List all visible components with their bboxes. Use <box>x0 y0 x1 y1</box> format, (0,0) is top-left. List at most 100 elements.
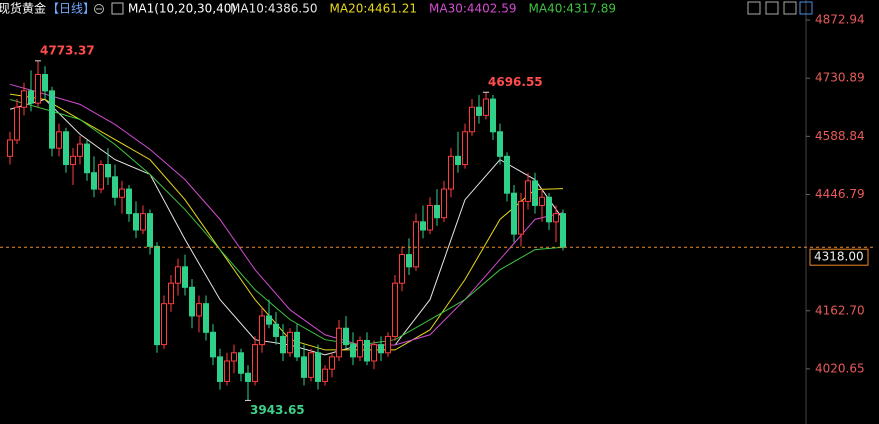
candle-body <box>413 221 419 268</box>
toolbar-button[interactable] <box>747 1 761 15</box>
candle-body <box>133 213 139 231</box>
candle-body <box>378 344 384 354</box>
collapse-icon[interactable] <box>94 4 104 14</box>
candle-body <box>441 188 447 219</box>
candle-body <box>525 180 531 202</box>
candle-body <box>259 315 265 346</box>
candle-body <box>329 356 335 370</box>
candle-body <box>490 98 496 133</box>
ma-legend: MA10:4386.50 MA20:4461.21 MA30:4402.59 MA40… <box>230 2 616 16</box>
candle-body <box>364 340 370 362</box>
candle-body <box>238 352 244 374</box>
candle-body <box>84 143 90 174</box>
candle-body <box>427 204 433 231</box>
candle-body <box>168 282 174 305</box>
candle-body <box>21 90 27 108</box>
candle-body <box>392 282 398 337</box>
candle-body <box>420 221 426 231</box>
candle-body <box>119 188 125 198</box>
candle-body <box>203 303 209 333</box>
candle-body <box>455 155 461 166</box>
ma-legend-item: MA10:4386.50 <box>230 2 318 16</box>
candle-body <box>322 368 328 382</box>
candle-body <box>511 192 517 235</box>
candle-body <box>42 73 48 92</box>
y-tick-label: 4730.89 <box>815 71 865 85</box>
candle-body <box>476 106 482 116</box>
candle-body <box>252 344 258 382</box>
candle-body <box>14 106 20 141</box>
candle-body <box>91 172 97 190</box>
candle-body <box>161 303 167 346</box>
candle-body <box>343 327 349 346</box>
y-tick-label: 4588.84 <box>815 129 865 143</box>
candle-body <box>182 266 188 288</box>
candle-body <box>553 213 559 223</box>
candle-body <box>7 139 13 157</box>
toolbar-button[interactable] <box>765 1 779 15</box>
chart-title: 现货黄金 <box>0 1 46 16</box>
candle-body <box>196 303 202 317</box>
candle-body <box>77 143 83 157</box>
y-tick-label: 4446.79 <box>815 187 865 201</box>
candle-body <box>357 340 363 358</box>
candle-body <box>280 335 286 354</box>
candle-body <box>56 131 62 149</box>
candle-body <box>140 213 146 231</box>
candle-body <box>49 90 55 149</box>
candle-body <box>504 155 510 194</box>
period: 【日线】 <box>47 2 95 16</box>
y-tick-label: 4020.65 <box>815 361 865 375</box>
candle-body <box>126 188 132 215</box>
ma-legend-item: MA20:4461.21 <box>330 2 418 16</box>
indicator-icon[interactable] <box>111 2 124 15</box>
current-price-label: 4318.00 <box>814 250 864 264</box>
candle-body <box>371 344 377 362</box>
toolbar-button[interactable] <box>799 1 813 15</box>
candle-body <box>385 335 391 354</box>
candle-body <box>448 155 454 190</box>
candle-body <box>350 344 356 358</box>
candle-body <box>175 266 181 284</box>
candle-body <box>497 131 503 157</box>
candle-body <box>154 245 160 346</box>
candle-body <box>224 360 230 382</box>
candle-body <box>315 352 321 382</box>
candle-body <box>434 204 440 219</box>
candle-body <box>532 180 538 206</box>
ma-line <box>9 98 564 346</box>
candle-body <box>406 254 412 268</box>
candle-body <box>217 356 223 382</box>
candle-body <box>105 164 111 178</box>
candle-body <box>63 131 69 166</box>
candle-body <box>469 106 475 133</box>
candle-body <box>560 213 566 248</box>
candle-body <box>399 254 405 284</box>
candle-body <box>483 98 489 116</box>
candle-body <box>245 372 251 382</box>
y-tick-label: 4162.70 <box>815 303 865 317</box>
candle-body <box>518 200 524 235</box>
y-tick-label: 4872.94 <box>815 13 865 27</box>
candle-body <box>35 73 41 104</box>
candle-body <box>28 90 34 104</box>
ma-legend-item: MA30:4402.59 <box>429 2 517 16</box>
indicator-name: MA1(10,20,30,40) <box>128 2 236 16</box>
candle-body <box>546 196 552 223</box>
candle-body <box>308 352 314 378</box>
candle-body <box>266 315 272 325</box>
current-price-box <box>809 248 869 266</box>
candle-body <box>301 356 307 378</box>
candle-body <box>70 155 76 166</box>
ma-legend-item: MA40:4317.89 <box>529 2 617 16</box>
toolbar-button[interactable] <box>783 1 797 15</box>
candle-body <box>231 352 237 362</box>
candle-body <box>539 196 545 206</box>
ma-line <box>9 83 564 346</box>
candle-body <box>294 331 300 358</box>
high-annotation: 4773.37 <box>40 43 95 57</box>
candle-body <box>189 286 195 317</box>
candle-body <box>273 323 279 337</box>
candle-body <box>210 331 216 358</box>
